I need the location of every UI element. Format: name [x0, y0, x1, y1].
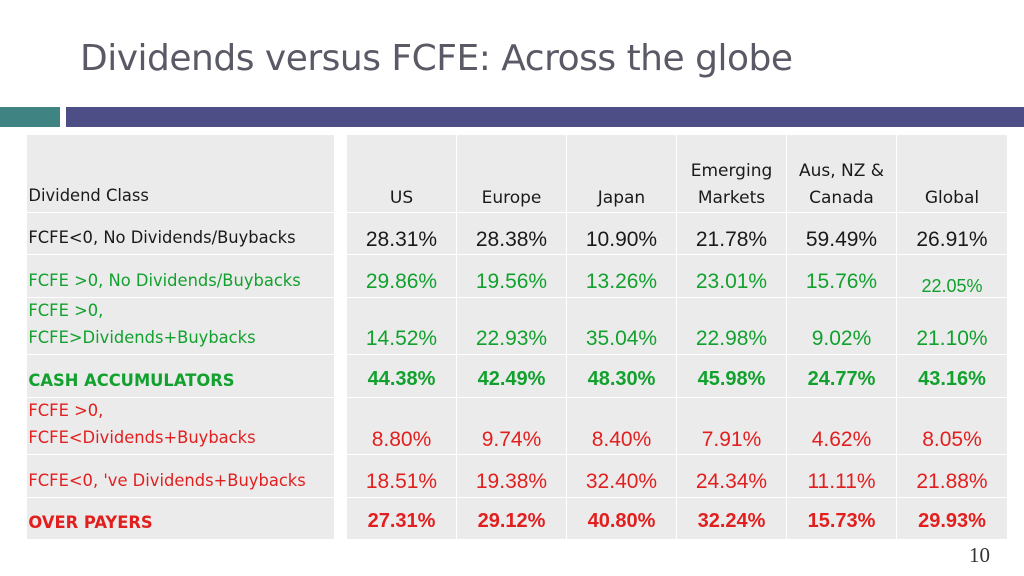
header-emerging-line1: Emerging [690, 161, 773, 181]
table-row: FCFE<0, No Dividends/Buybacks 28.31% 28.… [25, 212, 1008, 255]
cell-value: 48.30% [566, 354, 677, 398]
cell-value: 26.91% [896, 212, 1008, 255]
cell-value: 21.88% [896, 454, 1008, 498]
table-row: FCFE >0, FCFE<Dividends+Buybacks 8.80% 9… [25, 397, 1008, 455]
table-row: FCFE >0, No Dividends/Buybacks 29.86% 19… [25, 254, 1008, 298]
cell-value: 15.76% [786, 254, 897, 298]
header-global: Global [896, 134, 1008, 213]
header-emerging-line2: Markets [697, 188, 766, 208]
table-row: CASH ACCUMULATORS 44.38% 42.49% 48.30% 4… [25, 354, 1008, 398]
cell-value: 22.98% [676, 297, 787, 355]
table-row: FCFE<0, 've Dividends+Buybacks 18.51% 19… [25, 454, 1008, 498]
page-number: 10 [969, 543, 990, 567]
cell-value: 7.91% [676, 397, 787, 455]
cell-value: 59.49% [786, 212, 897, 255]
dividends-fcfe-table: Dividend Class US Europe Japan Emerging … [25, 134, 1008, 540]
row-label-line2: FCFE<Dividends+Buybacks [27, 428, 256, 448]
row-label-line1: FCFE >0, [27, 301, 103, 321]
cell-value: 9.74% [456, 397, 567, 455]
cell-value: 27.31% [346, 497, 457, 540]
row-label: FCFE >0, FCFE>Dividends+Buybacks [25, 297, 335, 355]
row-label: OVER PAYERS [25, 497, 335, 540]
cell-value: 21.10% [896, 297, 1008, 355]
header-japan: Japan [566, 134, 677, 213]
cell-value: 18.51% [346, 454, 457, 498]
cell-value: 13.26% [566, 254, 677, 298]
cell-value: 23.01% [676, 254, 787, 298]
cell-value: 22.05% [896, 254, 1008, 298]
row-label: FCFE<0, No Dividends/Buybacks [25, 212, 335, 255]
cell-value: 10.90% [566, 212, 677, 255]
table-row: FCFE >0, FCFE>Dividends+Buybacks 14.52% … [25, 297, 1008, 355]
cell-value: 11.11% [786, 454, 897, 498]
cell-value: 29.12% [456, 497, 567, 540]
cell-value: 4.62% [786, 397, 897, 455]
cell-value: 32.40% [566, 454, 677, 498]
slide-title: Dividends versus FCFE: Across the globe [80, 38, 793, 79]
header-aus-nz-canada: Aus, NZ & Canada [786, 134, 897, 213]
cell-value: 22.93% [456, 297, 567, 355]
cell-value: 19.38% [456, 454, 567, 498]
cell-value: 8.80% [346, 397, 457, 455]
cell-value: 29.93% [896, 497, 1008, 540]
cell-value: 24.34% [676, 454, 787, 498]
row-label: FCFE<0, 've Dividends+Buybacks [25, 454, 335, 498]
row-label-line2: FCFE>Dividends+Buybacks [27, 328, 256, 348]
cell-value: 45.98% [676, 354, 787, 398]
row-label-line1: FCFE >0, [27, 401, 103, 421]
cell-value: 14.52% [346, 297, 457, 355]
cell-value: 15.73% [786, 497, 897, 540]
cell-value: 9.02% [786, 297, 897, 355]
cell-value: 43.16% [896, 354, 1008, 398]
accent-bar-teal [0, 107, 60, 127]
cell-value: 44.38% [346, 354, 457, 398]
cell-value: 28.38% [456, 212, 567, 255]
header-aus-line2: Canada [809, 188, 874, 208]
cell-value: 19.56% [456, 254, 567, 298]
row-label: FCFE >0, FCFE<Dividends+Buybacks [25, 397, 335, 455]
header-aus-line1: Aus, NZ & [798, 161, 885, 181]
header-europe: Europe [456, 134, 567, 213]
cell-value: 42.49% [456, 354, 567, 398]
cell-value: 8.40% [566, 397, 677, 455]
row-label: FCFE >0, No Dividends/Buybacks [25, 254, 335, 298]
cell-value: 32.24% [676, 497, 787, 540]
accent-bar-navy [66, 107, 1024, 127]
cell-value: 24.77% [786, 354, 897, 398]
header-us: US [346, 134, 457, 213]
cell-value: 28.31% [346, 212, 457, 255]
table-row: OVER PAYERS 27.31% 29.12% 40.80% 32.24% … [25, 497, 1008, 540]
cell-value: 40.80% [566, 497, 677, 540]
header-emerging-markets: Emerging Markets [676, 134, 787, 213]
header-dividend-class: Dividend Class [25, 134, 335, 213]
row-label: CASH ACCUMULATORS [25, 354, 335, 398]
cell-value: 21.78% [676, 212, 787, 255]
cell-value: 29.86% [346, 254, 457, 298]
cell-value: 35.04% [566, 297, 677, 355]
cell-value: 8.05% [896, 397, 1008, 455]
table-header-row: Dividend Class US Europe Japan Emerging … [25, 134, 1008, 213]
